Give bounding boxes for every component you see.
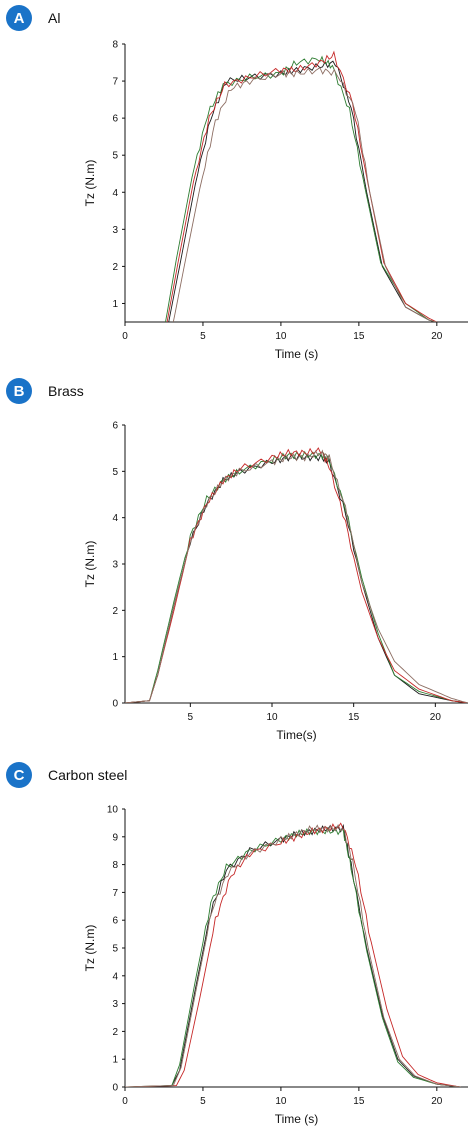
panel-b: B Brass 0 1 2 3 4 5 6 5 10 15 20 Time(s) Tz (N.m) [0,378,476,750]
x-tick-label: 15 [353,1096,365,1107]
x-tick-label: 20 [431,1096,443,1107]
panel-title: Carbon steel [48,767,128,783]
series-line-1 [168,60,437,322]
chart-carbon-steel: 0 1 2 3 4 5 6 7 8 9 10 0 5 10 15 20 Time (s) Tz (N.m) [83,805,468,1126]
x-axis-title: Time (s) [275,1112,319,1126]
series-line-2 [125,450,468,703]
y-axis-title: Tz (N.m) [83,925,97,972]
series-line-2 [165,55,437,322]
y-tick-label: 5 [112,467,118,478]
x-axis-title: Time(s) [276,728,316,742]
y-tick-label: 2 [112,606,118,617]
x-tick-label: 15 [353,331,365,342]
y-tick-label: 8 [112,40,118,51]
y-tick-label: 3 [112,560,118,571]
y-tick-label: 4 [112,513,118,524]
y-axis-title: Tz (N.m) [83,160,97,207]
y-tick-label: 10 [107,805,119,816]
y-tick-label: 2 [112,262,118,273]
panel-a: A Al 1 2 3 4 5 6 7 8 0 5 10 15 20 Time (s) Tz (N.m) [0,0,476,372]
x-tick-label: 0 [122,331,128,342]
x-tick-label: 20 [430,712,442,723]
y-tick-label: 8 [112,860,118,871]
x-tick-label: 5 [200,1096,206,1107]
y-tick-label: 9 [112,832,118,843]
series-line-3 [166,50,437,322]
y-tick-label: 4 [112,188,118,199]
y-tick-label: 5 [112,944,118,955]
y-tick-label: 6 [112,421,118,432]
x-tick-label: 5 [200,331,206,342]
y-tick-label: 1 [112,1055,118,1066]
series-line-1 [125,823,461,1087]
series-line-4 [172,67,437,322]
y-tick-label: 2 [112,1027,118,1038]
series-line-3 [125,822,461,1087]
y-tick-label: 0 [112,699,118,710]
chart-al: 1 2 3 4 5 6 7 8 0 5 10 15 20 Time (s) Tz (N.m) [83,40,468,361]
x-tick-label: 10 [275,1096,287,1107]
y-tick-label: 3 [112,225,118,236]
panel-title: Al [48,10,61,26]
y-tick-label: 4 [112,971,118,982]
panel-c: C Carbon steel 0 1 2 3 4 5 6 7 8 9 10 0 5 10 15 20 Time … [0,762,476,1137]
x-axis-title: Time (s) [275,347,319,361]
x-tick-label: 0 [122,1096,128,1107]
x-tick-label: 20 [431,331,443,342]
y-tick-label: 5 [112,151,118,162]
x-tick-label: 10 [275,331,287,342]
series-line-3 [125,447,468,703]
series-line-4 [125,449,468,703]
series-line-4 [125,824,461,1087]
x-tick-label: 5 [188,712,194,723]
y-tick-label: 7 [112,888,118,899]
panel-label-badge: B [6,378,32,404]
x-tick-label: 15 [348,712,360,723]
y-tick-label: 1 [112,299,118,310]
series-line-2 [125,826,461,1087]
series-line-1 [125,453,468,703]
x-tick-label: 10 [266,712,278,723]
y-tick-label: 7 [112,77,118,88]
y-tick-label: 1 [112,652,118,663]
panel-label-badge: C [6,762,32,788]
y-axis-title: Tz (N.m) [83,541,97,588]
y-tick-label: 6 [112,114,118,125]
y-tick-label: 0 [112,1083,118,1094]
y-tick-label: 6 [112,916,118,927]
chart-brass: 0 1 2 3 4 5 6 5 10 15 20 Time(s) Tz (N.m) [83,421,468,742]
panel-label-badge: A [6,5,32,31]
panel-title: Brass [48,383,84,399]
y-tick-label: 3 [112,999,118,1010]
